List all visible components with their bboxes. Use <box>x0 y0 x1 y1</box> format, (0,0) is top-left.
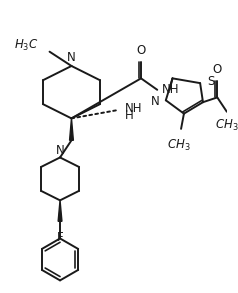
Polygon shape <box>69 118 73 140</box>
Polygon shape <box>58 200 62 221</box>
Text: $H_3C$: $H_3C$ <box>14 38 39 52</box>
Text: N: N <box>67 51 76 64</box>
Text: NH: NH <box>125 102 142 115</box>
Text: O: O <box>213 62 222 76</box>
Text: F: F <box>57 231 63 244</box>
Text: NH: NH <box>162 83 179 96</box>
Text: O: O <box>136 45 146 57</box>
Text: S: S <box>207 75 214 88</box>
Text: N: N <box>56 144 64 156</box>
Text: H: H <box>125 109 134 122</box>
Text: N: N <box>151 95 160 108</box>
Text: $CH_3$: $CH_3$ <box>215 118 238 134</box>
Text: $CH_3$: $CH_3$ <box>167 137 191 153</box>
